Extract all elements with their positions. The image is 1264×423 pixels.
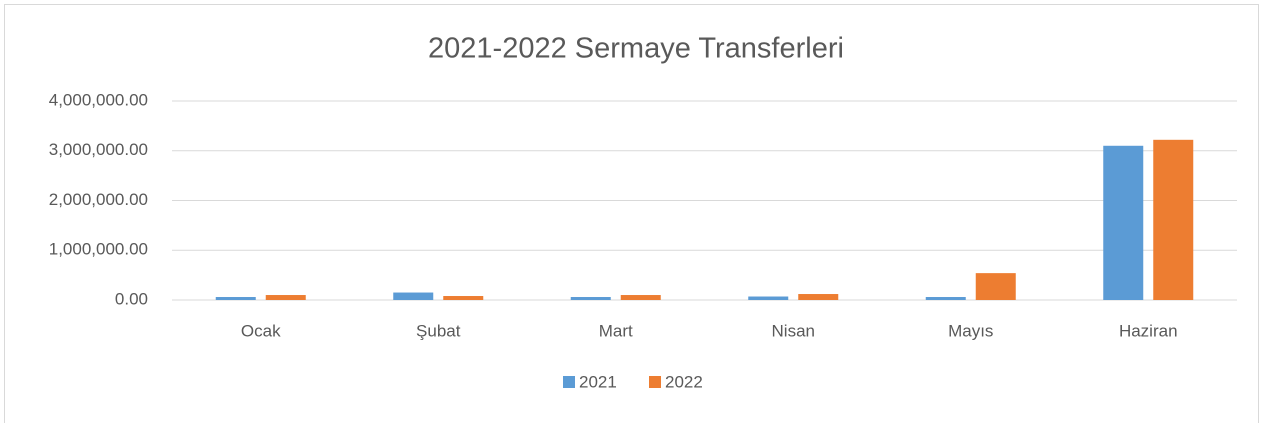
bar	[975, 273, 1016, 300]
y-tick-label: 1,000,000.00	[49, 240, 148, 259]
bar	[798, 294, 839, 300]
y-tick-label: 2,000,000.00	[49, 190, 148, 209]
bar	[1103, 145, 1144, 300]
x-tick-label: Ocak	[241, 321, 281, 340]
x-tick-label: Nisan	[772, 321, 815, 340]
bar	[215, 297, 256, 300]
y-tick-label: 0.00	[115, 289, 148, 308]
legend-swatch	[563, 376, 575, 388]
bar	[393, 292, 434, 300]
x-tick-label: Mart	[599, 321, 633, 340]
bar	[620, 295, 661, 300]
bar	[1153, 139, 1194, 300]
legend-label: 2022	[665, 372, 703, 391]
bar	[443, 296, 484, 300]
bar	[748, 296, 789, 300]
legend-swatch	[649, 376, 661, 388]
chart-title: 2021-2022 Sermaye Transferleri	[428, 33, 844, 65]
x-tick-label: Haziran	[1119, 321, 1178, 340]
bar	[265, 295, 306, 300]
x-tick-label: Mayıs	[948, 321, 993, 340]
chart-border	[4, 4, 1259, 423]
bar	[925, 297, 966, 300]
bar	[570, 297, 611, 300]
y-tick-label: 3,000,000.00	[49, 140, 148, 159]
x-tick-label: Şubat	[416, 321, 461, 340]
legend-label: 2021	[579, 372, 617, 391]
y-tick-label: 4,000,000.00	[49, 90, 148, 109]
